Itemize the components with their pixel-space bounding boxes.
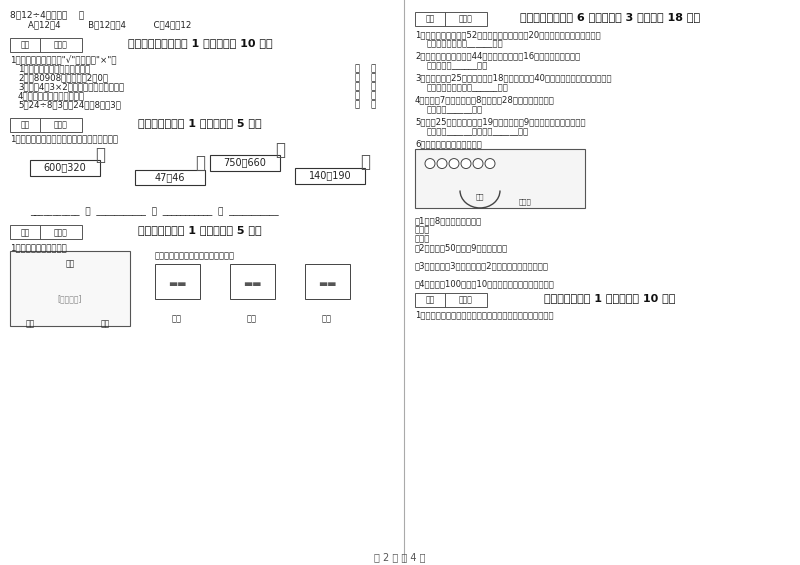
Text: 3．商店原来有25箱桔子，卖出18箱后，又运进40箱，这时商店有桔子多少箱？: 3．商店原来有25箱桔子，卖出18箱后，又运进40箱，这时商店有桔子多少箱？ <box>415 74 612 83</box>
Text: （    ）: （ ） <box>355 65 376 74</box>
Text: 1．电风扇的转动是旋转现象。: 1．电风扇的转动是旋转现象。 <box>18 65 90 74</box>
Text: （    ）: （ ） <box>355 83 376 92</box>
Bar <box>210 155 280 171</box>
Text: 1．判断题。（对的打"√"，错的打"×"）: 1．判断题。（对的打"√"，错的打"×"） <box>10 56 117 65</box>
Text: 答：还剩______支。: 答：还剩______支。 <box>427 105 483 114</box>
Bar <box>10 118 82 132</box>
Text: 评卷人: 评卷人 <box>459 295 473 305</box>
Text: 答：鸭有______只，鹅有______只。: 答：鸭有______只，鹅有______只。 <box>427 127 530 136</box>
Text: 1．少年宫新购小提琴52把，中提琴比小提琴少20把，两种琴一共有多少把？: 1．少年宫新购小提琴52把，中提琴比小提琴少20把，两种琴一共有多少把？ <box>415 30 601 39</box>
Circle shape <box>437 159 447 168</box>
Text: （2）小莉拿50元，买9张门票够吗？: （2）小莉拿50元，买9张门票够吗？ <box>415 244 508 253</box>
Text: （4）小红拿100元，买10张门票，还可以剩下多少钱？: （4）小红拿100元，买10张门票，还可以剩下多少钱？ <box>415 279 555 288</box>
Text: 第 2 页 共 4 页: 第 2 页 共 4 页 <box>374 553 426 563</box>
Text: 评卷人: 评卷人 <box>54 40 68 49</box>
Text: 6．星期日同学们去游乐园。: 6．星期日同学们去游乐园。 <box>415 140 482 149</box>
Text: 五、判断对与错（共 1 大题，共计 10 分）: 五、判断对与错（共 1 大题，共计 10 分） <box>128 38 272 48</box>
Text: 小东: 小东 <box>26 319 34 328</box>
Circle shape <box>449 159 459 168</box>
Text: 4．商店有7盒钢笔，每盒8支，卖了28支，还剩多少支？: 4．商店有7盒钢笔，每盒8支，卖了28支，还剩多少支？ <box>415 95 555 105</box>
Text: 门票: 门票 <box>476 193 484 200</box>
Bar <box>305 264 350 299</box>
Text: A．12整4          B．12除以4          C．4除以12: A．12整4 B．12除以4 C．4除以12 <box>28 20 191 29</box>
Text: ___________  ＜  ___________  ＜  ___________  ＜  ___________: ___________ ＜ ___________ ＜ ___________ … <box>30 207 278 216</box>
Bar <box>295 168 365 184</box>
Bar <box>10 251 130 326</box>
Text: 小红: 小红 <box>66 259 74 268</box>
Text: （3）小红买了3张门票，还剩2元钱，小红带了多少钱？: （3）小红买了3张门票，还剩2元钱，小红带了多少钱？ <box>415 261 549 270</box>
Text: 乘法：: 乘法： <box>415 225 430 234</box>
Text: （1）买8张门票用多少元？: （1）买8张门票用多少元？ <box>415 216 482 225</box>
Text: 小明: 小明 <box>100 319 110 328</box>
Circle shape <box>473 159 483 168</box>
Text: 得分: 得分 <box>426 295 434 305</box>
Text: （    ）: （ ） <box>355 74 376 83</box>
Text: 🕊: 🕊 <box>95 146 105 164</box>
Text: ▬▬: ▬▬ <box>318 279 336 289</box>
Text: 加法：: 加法： <box>415 234 430 244</box>
Text: ▬▬: ▬▬ <box>168 279 186 289</box>
Text: 🕊: 🕊 <box>360 153 370 171</box>
Bar <box>135 170 205 185</box>
Text: 47＋46: 47＋46 <box>154 172 186 182</box>
Text: 小明: 小明 <box>322 314 332 323</box>
Text: 得分: 得分 <box>20 40 30 49</box>
Text: [汽车图示]: [汽车图示] <box>58 294 82 303</box>
Text: 8．12÷4这作：（    ）: 8．12÷4这作：（ ） <box>10 10 84 19</box>
Text: 4．四位数一定比三位数大。: 4．四位数一定比三位数大。 <box>18 92 85 101</box>
Text: （    ）: （ ） <box>355 101 376 110</box>
Text: 每张元: 每张元 <box>518 198 531 205</box>
Text: 得分: 得分 <box>20 228 30 237</box>
Text: 得分: 得分 <box>20 120 30 129</box>
Text: 小东: 小东 <box>247 314 257 323</box>
Bar <box>30 159 100 176</box>
Text: 5．大雁25只，鸭比大雁多19只，鹅比鸭少9只，鸭和鹅各有多少只？: 5．大雁25只，鸭比大雁多19只，鹅比鸭少9只，鸭和鹅各有多少只？ <box>415 118 586 127</box>
Text: 评卷人: 评卷人 <box>54 228 68 237</box>
Text: 答：这时商店有桔子______箱。: 答：这时商店有桔子______箱。 <box>427 83 509 92</box>
Text: 5．24÷8＝3读作24除以8等于3。: 5．24÷8＝3读作24除以8等于3。 <box>18 101 121 110</box>
Text: 评卷人: 评卷人 <box>459 15 473 24</box>
Text: 六、比一比（共 1 大题，共计 5 分）: 六、比一比（共 1 大题，共计 5 分） <box>138 118 262 128</box>
Text: 请你连一连，下面分别是谁看到的？: 请你连一连，下面分别是谁看到的？ <box>155 251 235 260</box>
Text: 1．把下列算式按得数大小，从小到大排一行。: 1．把下列算式按得数大小，从小到大排一行。 <box>10 134 118 144</box>
Text: 750－660: 750－660 <box>223 158 266 168</box>
Circle shape <box>485 159 495 168</box>
Bar <box>415 12 487 26</box>
Bar <box>10 225 82 240</box>
Text: 🕊: 🕊 <box>195 154 205 172</box>
Text: 2．红旗市养鸡场有公鸡44只，母鸡比公鸡多16只，母鸡有多少只？: 2．红旗市养鸡场有公鸡44只，母鸡比公鸡多16只，母鸡有多少只？ <box>415 52 580 61</box>
Text: 十、综合题（共 1 大题，共计 10 分）: 十、综合题（共 1 大题，共计 10 分） <box>544 293 676 303</box>
Text: 答：母鸡有______只。: 答：母鸡有______只。 <box>427 61 488 70</box>
Text: 答：两种琴一共有______把。: 答：两种琴一共有______把。 <box>427 39 504 48</box>
Text: 七、连一连（共 1 大题，共计 5 分）: 七、连一连（共 1 大题，共计 5 分） <box>138 225 262 236</box>
Text: （    ）: （ ） <box>355 92 376 101</box>
Text: 3．计算4＋3×2时，先算加法再算乘法。: 3．计算4＋3×2时，先算加法再算乘法。 <box>18 83 124 92</box>
Bar <box>230 264 275 299</box>
Text: 140＋190: 140＋190 <box>309 171 351 181</box>
Text: 1．观察物体，连一连。: 1．观察物体，连一连。 <box>10 244 66 253</box>
Text: 2．读80908时，要读出2个0。: 2．读80908时，要读出2个0。 <box>18 74 108 83</box>
Text: 🕊: 🕊 <box>275 141 285 159</box>
Bar <box>10 38 82 52</box>
Text: ▬▬: ▬▬ <box>242 279 262 289</box>
Bar <box>415 293 487 307</box>
Text: 得分: 得分 <box>426 15 434 24</box>
Text: 小红: 小红 <box>172 314 182 323</box>
Circle shape <box>425 159 435 168</box>
Text: 八、解决问题（共 6 小题，每题 3 分，共计 18 分）: 八、解决问题（共 6 小题，每题 3 分，共计 18 分） <box>520 12 700 22</box>
Text: 600－320: 600－320 <box>44 163 86 172</box>
Bar <box>155 264 200 299</box>
Text: 1．下是张老师调查本班同学最喜欢的业余生活情况统计表。: 1．下是张老师调查本班同学最喜欢的业余生活情况统计表。 <box>415 310 554 319</box>
Circle shape <box>461 159 471 168</box>
Bar <box>415 149 585 208</box>
Text: 评卷人: 评卷人 <box>54 120 68 129</box>
